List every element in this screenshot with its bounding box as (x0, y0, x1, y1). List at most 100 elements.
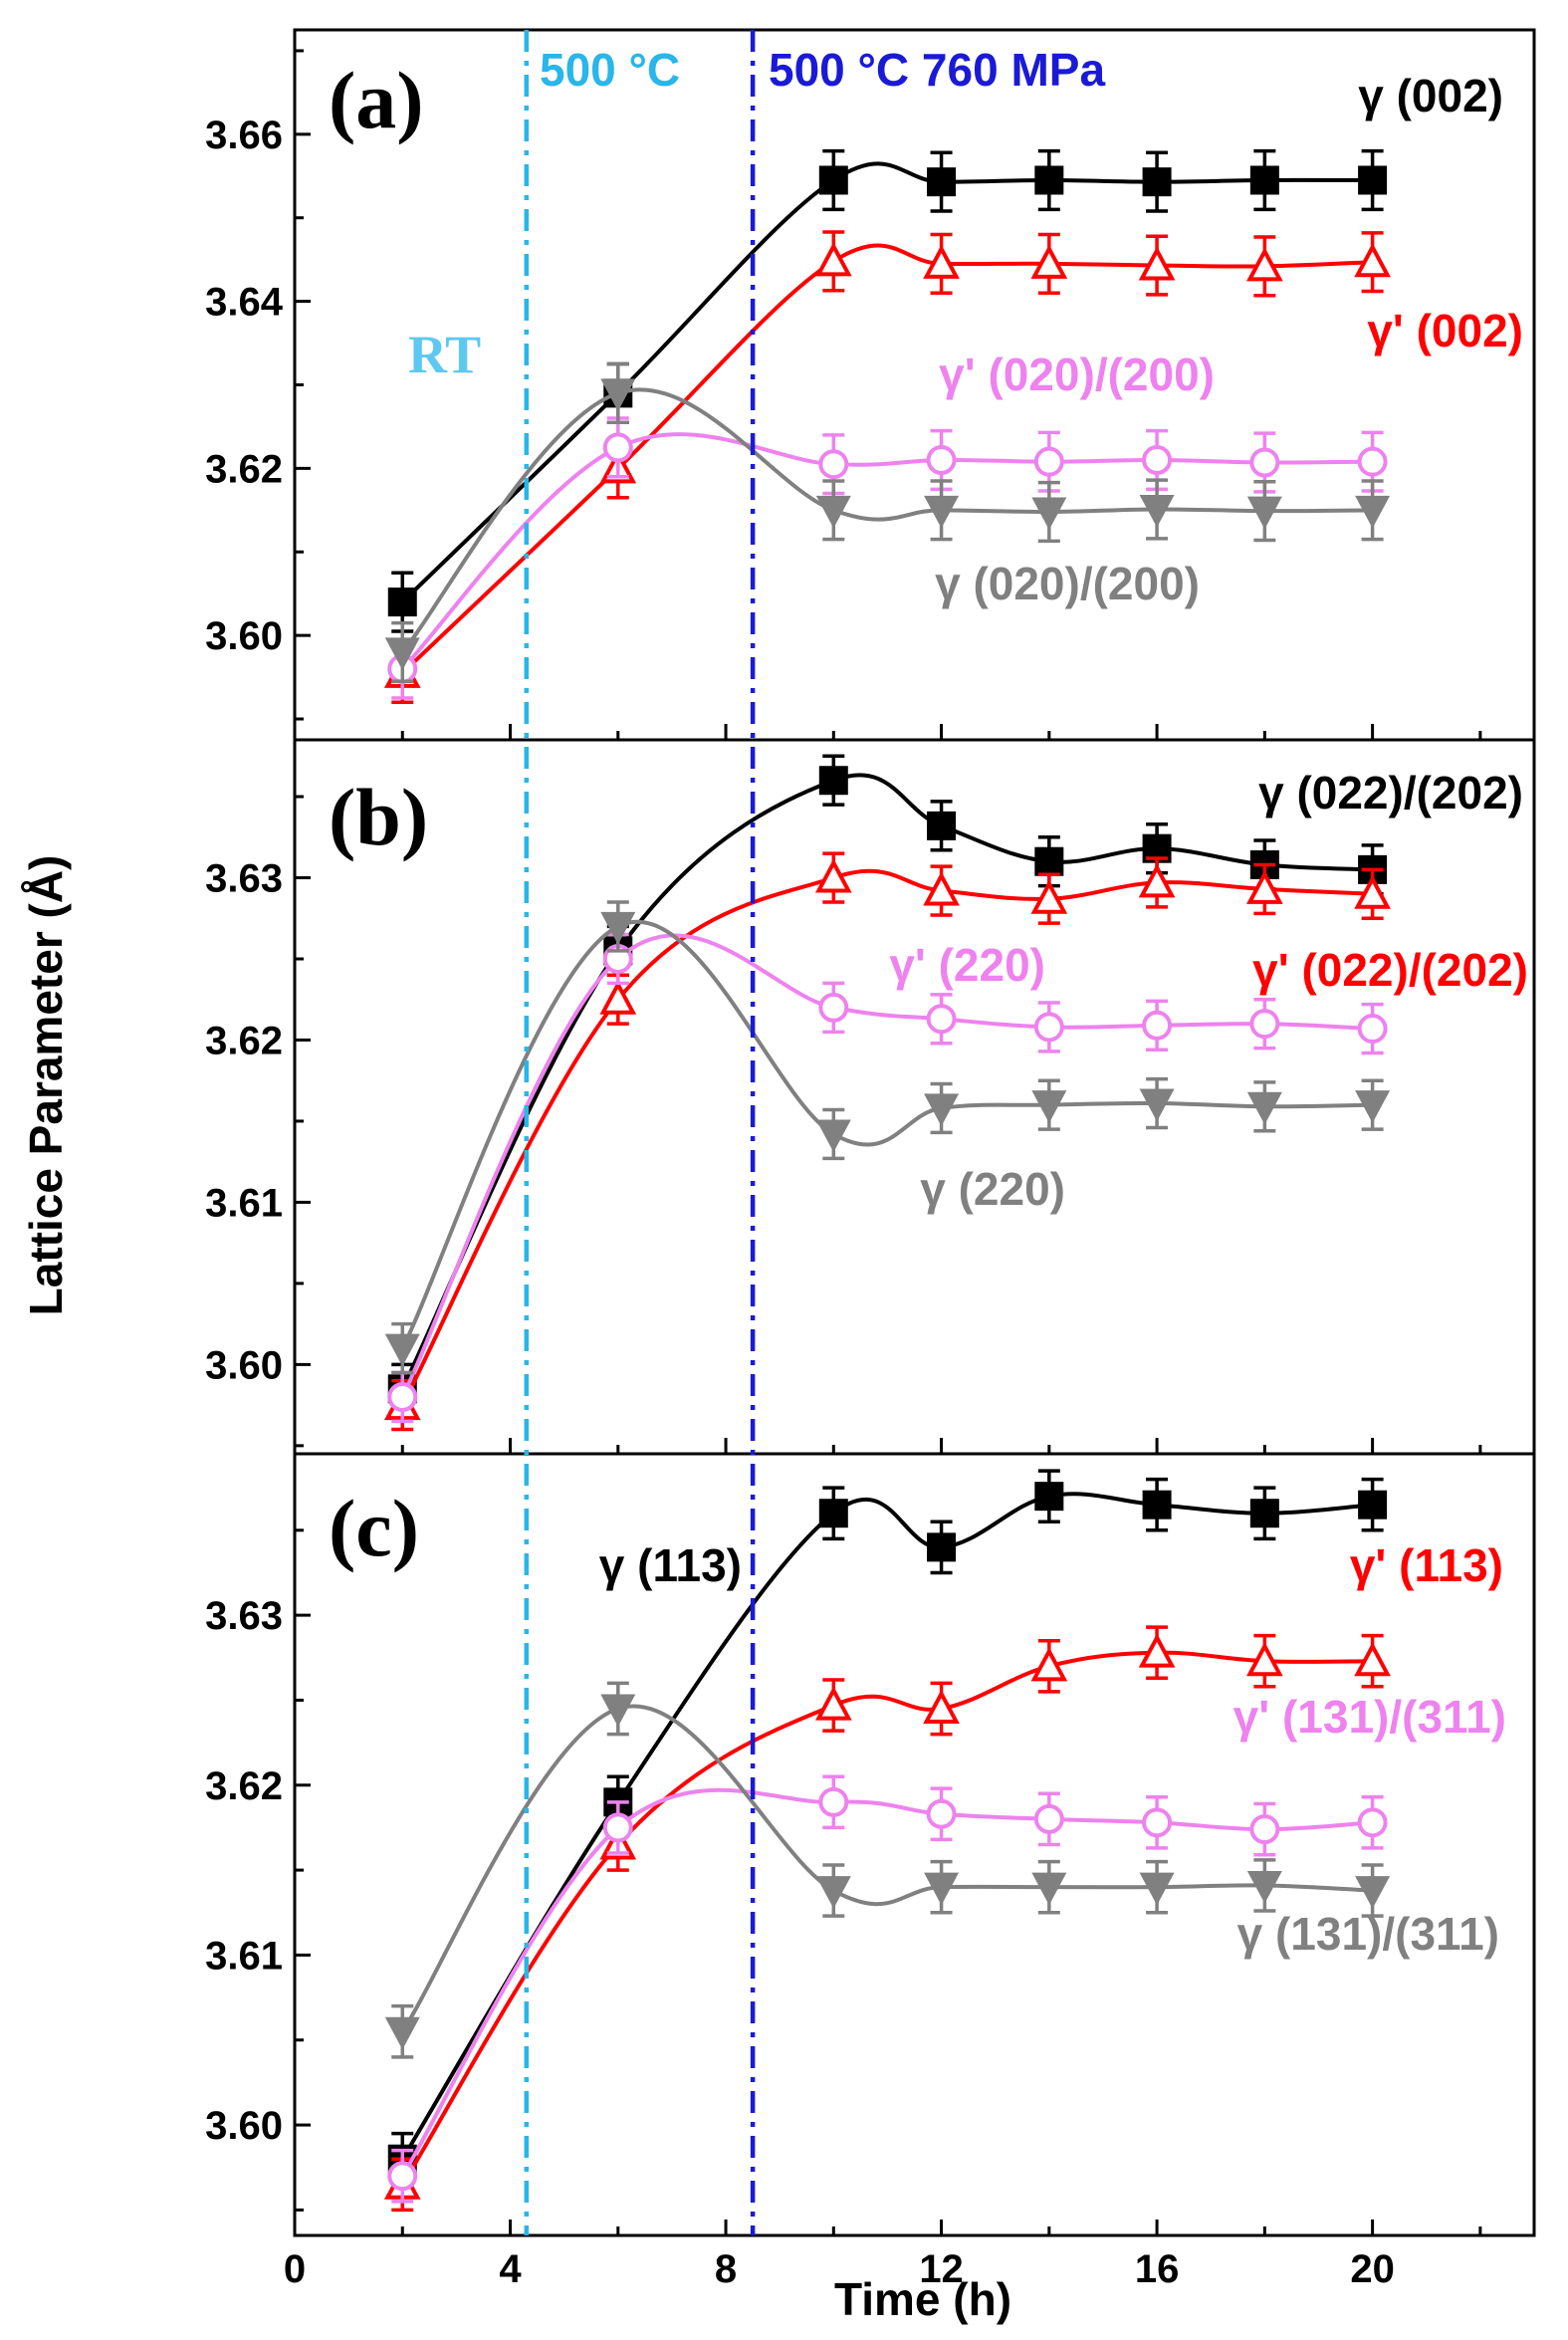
data-point (814, 1686, 852, 1721)
series-line (400, 1787, 1373, 2178)
data-point (602, 1812, 633, 1843)
series-line (400, 919, 1373, 1349)
series-line (400, 868, 1373, 1407)
data-point (384, 1333, 420, 1367)
data-point (1139, 494, 1175, 528)
panel-2: 3.60 3.61 3.62 3.63 (c) γ (113) γ' (113) γ' (13… (205, 1452, 1536, 2237)
data-point (1034, 165, 1064, 195)
panel-1: 3.60 3.61 3.62 3.63 (b) γ (022)/(202) γ' (022)… (205, 738, 1536, 1456)
data-point (600, 1694, 636, 1728)
x-tick-label: 0 (284, 2247, 306, 2291)
data-point (1249, 447, 1280, 478)
data-point (1246, 869, 1283, 904)
data-point (1033, 1012, 1064, 1043)
data-point (602, 432, 633, 463)
data-point (1030, 244, 1068, 279)
panel-frame (293, 738, 1536, 1456)
y-tick-label: 3.61 (205, 1181, 283, 1225)
data-point (1249, 1499, 1279, 1528)
series-line (400, 387, 1373, 654)
x-axis-title: Time (h) (834, 2273, 1011, 2325)
y-tick-label: 3.60 (205, 1343, 283, 1387)
y-tick-label: 3.62 (205, 1019, 283, 1062)
data-point (923, 244, 960, 279)
series-1: γ' (002) (383, 230, 1523, 705)
series-label: γ (020)/(200) (935, 558, 1200, 609)
data-point (1355, 1090, 1391, 1123)
panel-frame (293, 28, 1536, 742)
panel-label: (a) (329, 55, 424, 145)
data-point (1355, 495, 1391, 529)
data-point (1138, 1633, 1176, 1668)
data-point (1033, 1803, 1064, 1834)
data-point (923, 1689, 960, 1724)
data-point (600, 911, 636, 945)
data-point (1142, 167, 1172, 197)
data-point (814, 242, 852, 277)
data-point (818, 449, 849, 480)
panel-frame (293, 1452, 1536, 2237)
vline-label-500c: 500 °C (540, 44, 680, 96)
data-point (926, 1004, 957, 1035)
y-tick-label: 3.63 (205, 1594, 283, 1638)
data-point (599, 980, 637, 1015)
series-line (400, 933, 1373, 1398)
data-point (384, 2016, 420, 2050)
data-point (1034, 846, 1064, 876)
data-point (1357, 1807, 1388, 1838)
series-label: γ' (131)/(311) (1233, 1691, 1506, 1743)
series-3: γ (220) (384, 900, 1391, 1375)
data-point (1030, 1647, 1068, 1682)
data-point (1142, 444, 1173, 475)
panel-0: 3.60 3.62 3.64 3.66 (a) γ (002) γ' (002) γ' (02… (205, 28, 1536, 742)
series-label: γ' (220) (889, 939, 1045, 991)
series-label: γ (002) (1358, 70, 1503, 121)
series-2: γ' (220) (387, 932, 1388, 1424)
x-tick-label: 4 (499, 2247, 522, 2291)
panel-label: (c) (329, 1483, 419, 1573)
data-point (1246, 1870, 1282, 1904)
data-point (1031, 1872, 1067, 1906)
data-point (1249, 165, 1279, 195)
data-point (1246, 496, 1282, 530)
series-1: γ' (022)/(202) (383, 851, 1528, 1432)
series-line (400, 1492, 1373, 2161)
series-line (400, 1704, 1373, 2033)
y-tick-label: 3.62 (205, 1764, 283, 1808)
series-3: γ (020)/(200) (384, 361, 1391, 684)
data-point (387, 2161, 418, 2192)
data-point (387, 587, 417, 617)
data-point (1357, 446, 1388, 477)
series-1: γ' (113) (383, 1539, 1503, 2213)
data-point (818, 766, 848, 796)
data-point (923, 871, 960, 906)
data-point (815, 1119, 851, 1153)
x-tick-label: 12 (919, 2247, 964, 2291)
data-point (1034, 1482, 1064, 1512)
data-point (815, 1876, 851, 1909)
data-point (1358, 165, 1388, 195)
data-point (1246, 247, 1283, 282)
series-label: γ (220) (920, 1163, 1065, 1215)
y-tick-label: 3.64 (205, 281, 284, 325)
data-point (927, 1532, 957, 1562)
series-label: γ' (002) (1367, 305, 1523, 356)
data-point (818, 992, 849, 1023)
y-tick-label: 3.60 (205, 614, 283, 658)
series-2: γ' (131)/(311) (387, 1691, 1506, 2204)
data-point (1142, 1807, 1173, 1838)
x-axis: 0 4 8 12 16 20 (284, 2247, 1395, 2291)
y-tick-label: 3.60 (205, 2104, 283, 2148)
data-point (815, 495, 851, 529)
data-point (1358, 1490, 1388, 1520)
data-point (926, 444, 957, 475)
data-point (384, 637, 420, 671)
series-2: γ' (020)/(200) (387, 349, 1388, 700)
stage-label-rt: RT (408, 325, 481, 384)
series-label: γ' (020)/(200) (939, 349, 1215, 400)
x-tick-label: 8 (715, 2247, 737, 2291)
data-point (1355, 1876, 1391, 1909)
panel-label: (b) (329, 772, 428, 862)
y-tick-label: 3.62 (205, 447, 283, 491)
series-label: γ (131)/(311) (1237, 1908, 1499, 1960)
